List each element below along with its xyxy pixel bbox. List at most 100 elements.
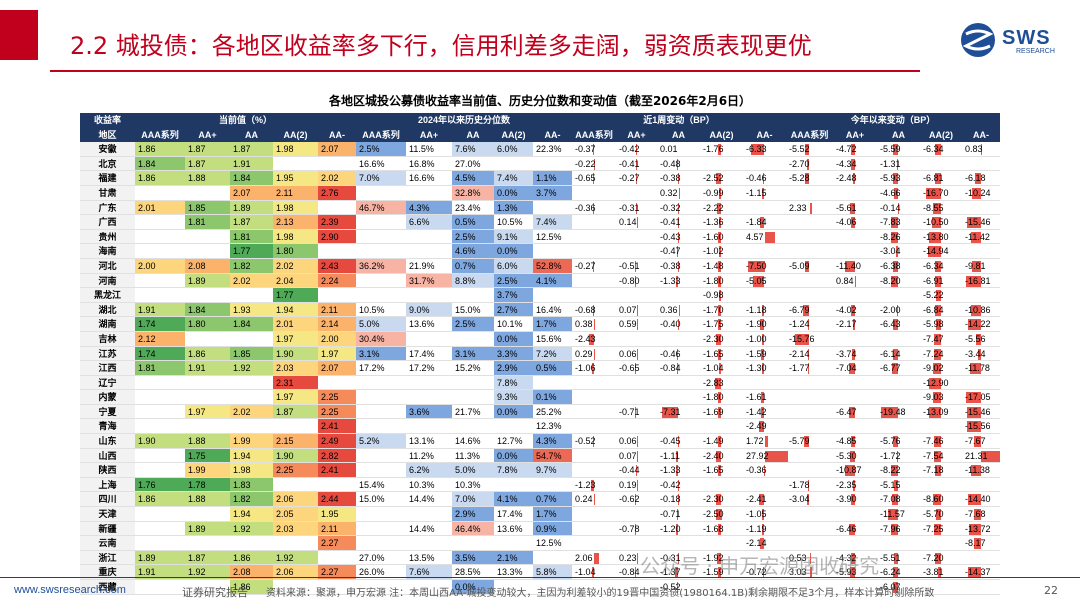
change-bar bbox=[717, 523, 722, 535]
ytd-change-cell: -7.18 bbox=[923, 465, 944, 476]
current-yield-cell: 1.87 bbox=[273, 404, 318, 420]
weekly-change-cell: -7.50 bbox=[746, 260, 767, 271]
ytd-change-cell bbox=[786, 288, 833, 303]
ytd-change-cell: -6.14 bbox=[880, 348, 901, 359]
change-bar bbox=[967, 406, 981, 418]
change-bar bbox=[760, 217, 765, 229]
weekly-change-cell bbox=[616, 332, 657, 347]
table-row: 云南 2.27 12.5% -2.14 -8.17 bbox=[80, 536, 1000, 551]
ytd-change-cell: -17.05 bbox=[965, 392, 991, 403]
weekly-change-cell: -1.48 bbox=[703, 260, 724, 271]
region-cell: 河北 bbox=[80, 258, 135, 274]
percentile-cell: 2.9% bbox=[494, 361, 533, 376]
percentile-cell: 3.1% bbox=[356, 346, 406, 362]
change-bar bbox=[635, 363, 637, 375]
percentile-cell: 6.0% bbox=[494, 258, 533, 274]
current-yield-cell: 1.81 bbox=[185, 215, 230, 230]
current-yield-cell bbox=[135, 288, 185, 303]
ytd-change-cell: -6.84 bbox=[923, 304, 944, 315]
change-bar bbox=[932, 363, 941, 375]
ytd-change-cell: -5.93 bbox=[836, 567, 857, 578]
footer-url[interactable]: www.swsresearch.com bbox=[14, 584, 126, 596]
change-bar bbox=[717, 392, 722, 404]
current-yield-cell: 2.41 bbox=[318, 419, 356, 435]
row-divider bbox=[80, 433, 1000, 435]
current-yield-cell: 2.43 bbox=[318, 258, 356, 274]
change-bar bbox=[845, 465, 855, 477]
percentile-cell: 11.3% bbox=[452, 448, 494, 464]
ytd-change-cell: -11.40 bbox=[836, 260, 861, 271]
ytd-change-cell: -14.22 bbox=[965, 319, 991, 330]
change-bar bbox=[891, 231, 899, 243]
current-yield-cell: 2.06 bbox=[273, 492, 318, 508]
weekly-change-cell: -0.84 bbox=[619, 567, 640, 578]
weekly-change-cell bbox=[657, 332, 700, 347]
weekly-change-cell bbox=[700, 419, 743, 434]
current-yield-cell bbox=[135, 274, 185, 289]
current-yield-cell: 2.12 bbox=[135, 331, 185, 347]
weekly-change-cell: -0.36 bbox=[575, 202, 596, 213]
ytd-change-cell: -2.48 bbox=[836, 173, 857, 184]
percentile-cell bbox=[356, 215, 406, 230]
change-bar bbox=[593, 260, 594, 272]
ytd-change-cell: -6.24 bbox=[880, 567, 901, 578]
current-yield-cell bbox=[185, 419, 230, 434]
weekly-change-cell bbox=[743, 244, 786, 259]
percentile-cell: 10.5% bbox=[356, 302, 406, 318]
weekly-change-cell: -0.41 bbox=[619, 158, 640, 169]
weekly-change-cell: -1.69 bbox=[703, 406, 724, 417]
ytd-change-cell: -3.04 bbox=[789, 494, 810, 505]
weekly-change-cell: 0.59 bbox=[619, 319, 637, 330]
change-bar bbox=[676, 450, 679, 462]
table-title: 各地区城投公募债收益率当前值、历史分位数和变动值（截至2026年2月6日） bbox=[328, 94, 752, 108]
weekly-change-cell: -1.68 bbox=[703, 523, 724, 534]
ytd-change-cell: -5.15 bbox=[880, 479, 901, 490]
weekly-change-cell bbox=[616, 507, 657, 522]
current-yield-cell: 1.92 bbox=[273, 550, 318, 566]
ytd-change-cell: -7.25 bbox=[923, 523, 944, 534]
weekly-change-cell: -0.37 bbox=[575, 144, 596, 155]
region-cell: 黑龙江 bbox=[80, 288, 135, 303]
ytd-change-cell: -15.76 bbox=[789, 333, 815, 344]
current-yield-cell bbox=[318, 201, 356, 216]
change-bar bbox=[759, 494, 765, 506]
change-bar bbox=[636, 552, 637, 564]
ytd-change-cell: 2.33 bbox=[789, 202, 807, 213]
current-yield-cell: 1.92 bbox=[230, 521, 273, 537]
ytd-change-cell: 0.84 bbox=[836, 275, 854, 286]
current-yield-cell: 1.89 bbox=[185, 273, 230, 289]
change-bar bbox=[934, 436, 941, 448]
change-bar bbox=[936, 290, 941, 302]
change-bar bbox=[892, 319, 899, 331]
percentile-cell: 7.4% bbox=[533, 215, 572, 230]
change-bar bbox=[763, 173, 765, 185]
current-yield-cell: 1.98 bbox=[273, 142, 318, 157]
ytd-change-cell: -9.03 bbox=[923, 392, 944, 403]
percentile-cell: 1.7% bbox=[533, 317, 572, 332]
region-cell: 湖北 bbox=[80, 302, 135, 318]
column-header: AA(2) bbox=[273, 127, 318, 143]
change-bar bbox=[677, 436, 679, 448]
weekly-change-cell bbox=[572, 463, 616, 478]
percentile-cell: 31.7% bbox=[406, 273, 452, 289]
change-bar bbox=[849, 567, 855, 579]
ytd-change-cell: -4.06 bbox=[836, 217, 857, 228]
change-bar bbox=[807, 348, 810, 360]
weekly-change-cell: -1.02 bbox=[703, 246, 724, 257]
region-cell: 云南 bbox=[80, 536, 135, 551]
percentile-cell bbox=[406, 244, 452, 259]
current-yield-cell bbox=[273, 419, 318, 434]
weekly-change-cell: -1.19 bbox=[746, 523, 767, 534]
current-yield-cell: 1.86 bbox=[135, 142, 185, 157]
region-cell: 上海 bbox=[80, 477, 135, 493]
table-row: 甘肃 2.07 2.11 2.76 32.8% 0.0% 3.7% 0.32 -0.99 -1.1… bbox=[80, 185, 1000, 201]
group-header: 今年以来变动（BP） bbox=[786, 113, 1000, 128]
weekly-change-cell: -1.33 bbox=[660, 275, 681, 286]
table-row: 吉林 2.12 1.97 2.00 30.4% 0.0% 15.6% -2.43 -2.30 -1… bbox=[80, 331, 1000, 347]
column-header: AA+ bbox=[616, 127, 657, 143]
row-divider bbox=[80, 199, 1000, 201]
change-bar bbox=[716, 450, 722, 462]
ytd-change-cell: -5.28 bbox=[789, 173, 810, 184]
current-yield-cell bbox=[135, 463, 185, 478]
ytd-change-cell: -2.70 bbox=[789, 158, 810, 169]
